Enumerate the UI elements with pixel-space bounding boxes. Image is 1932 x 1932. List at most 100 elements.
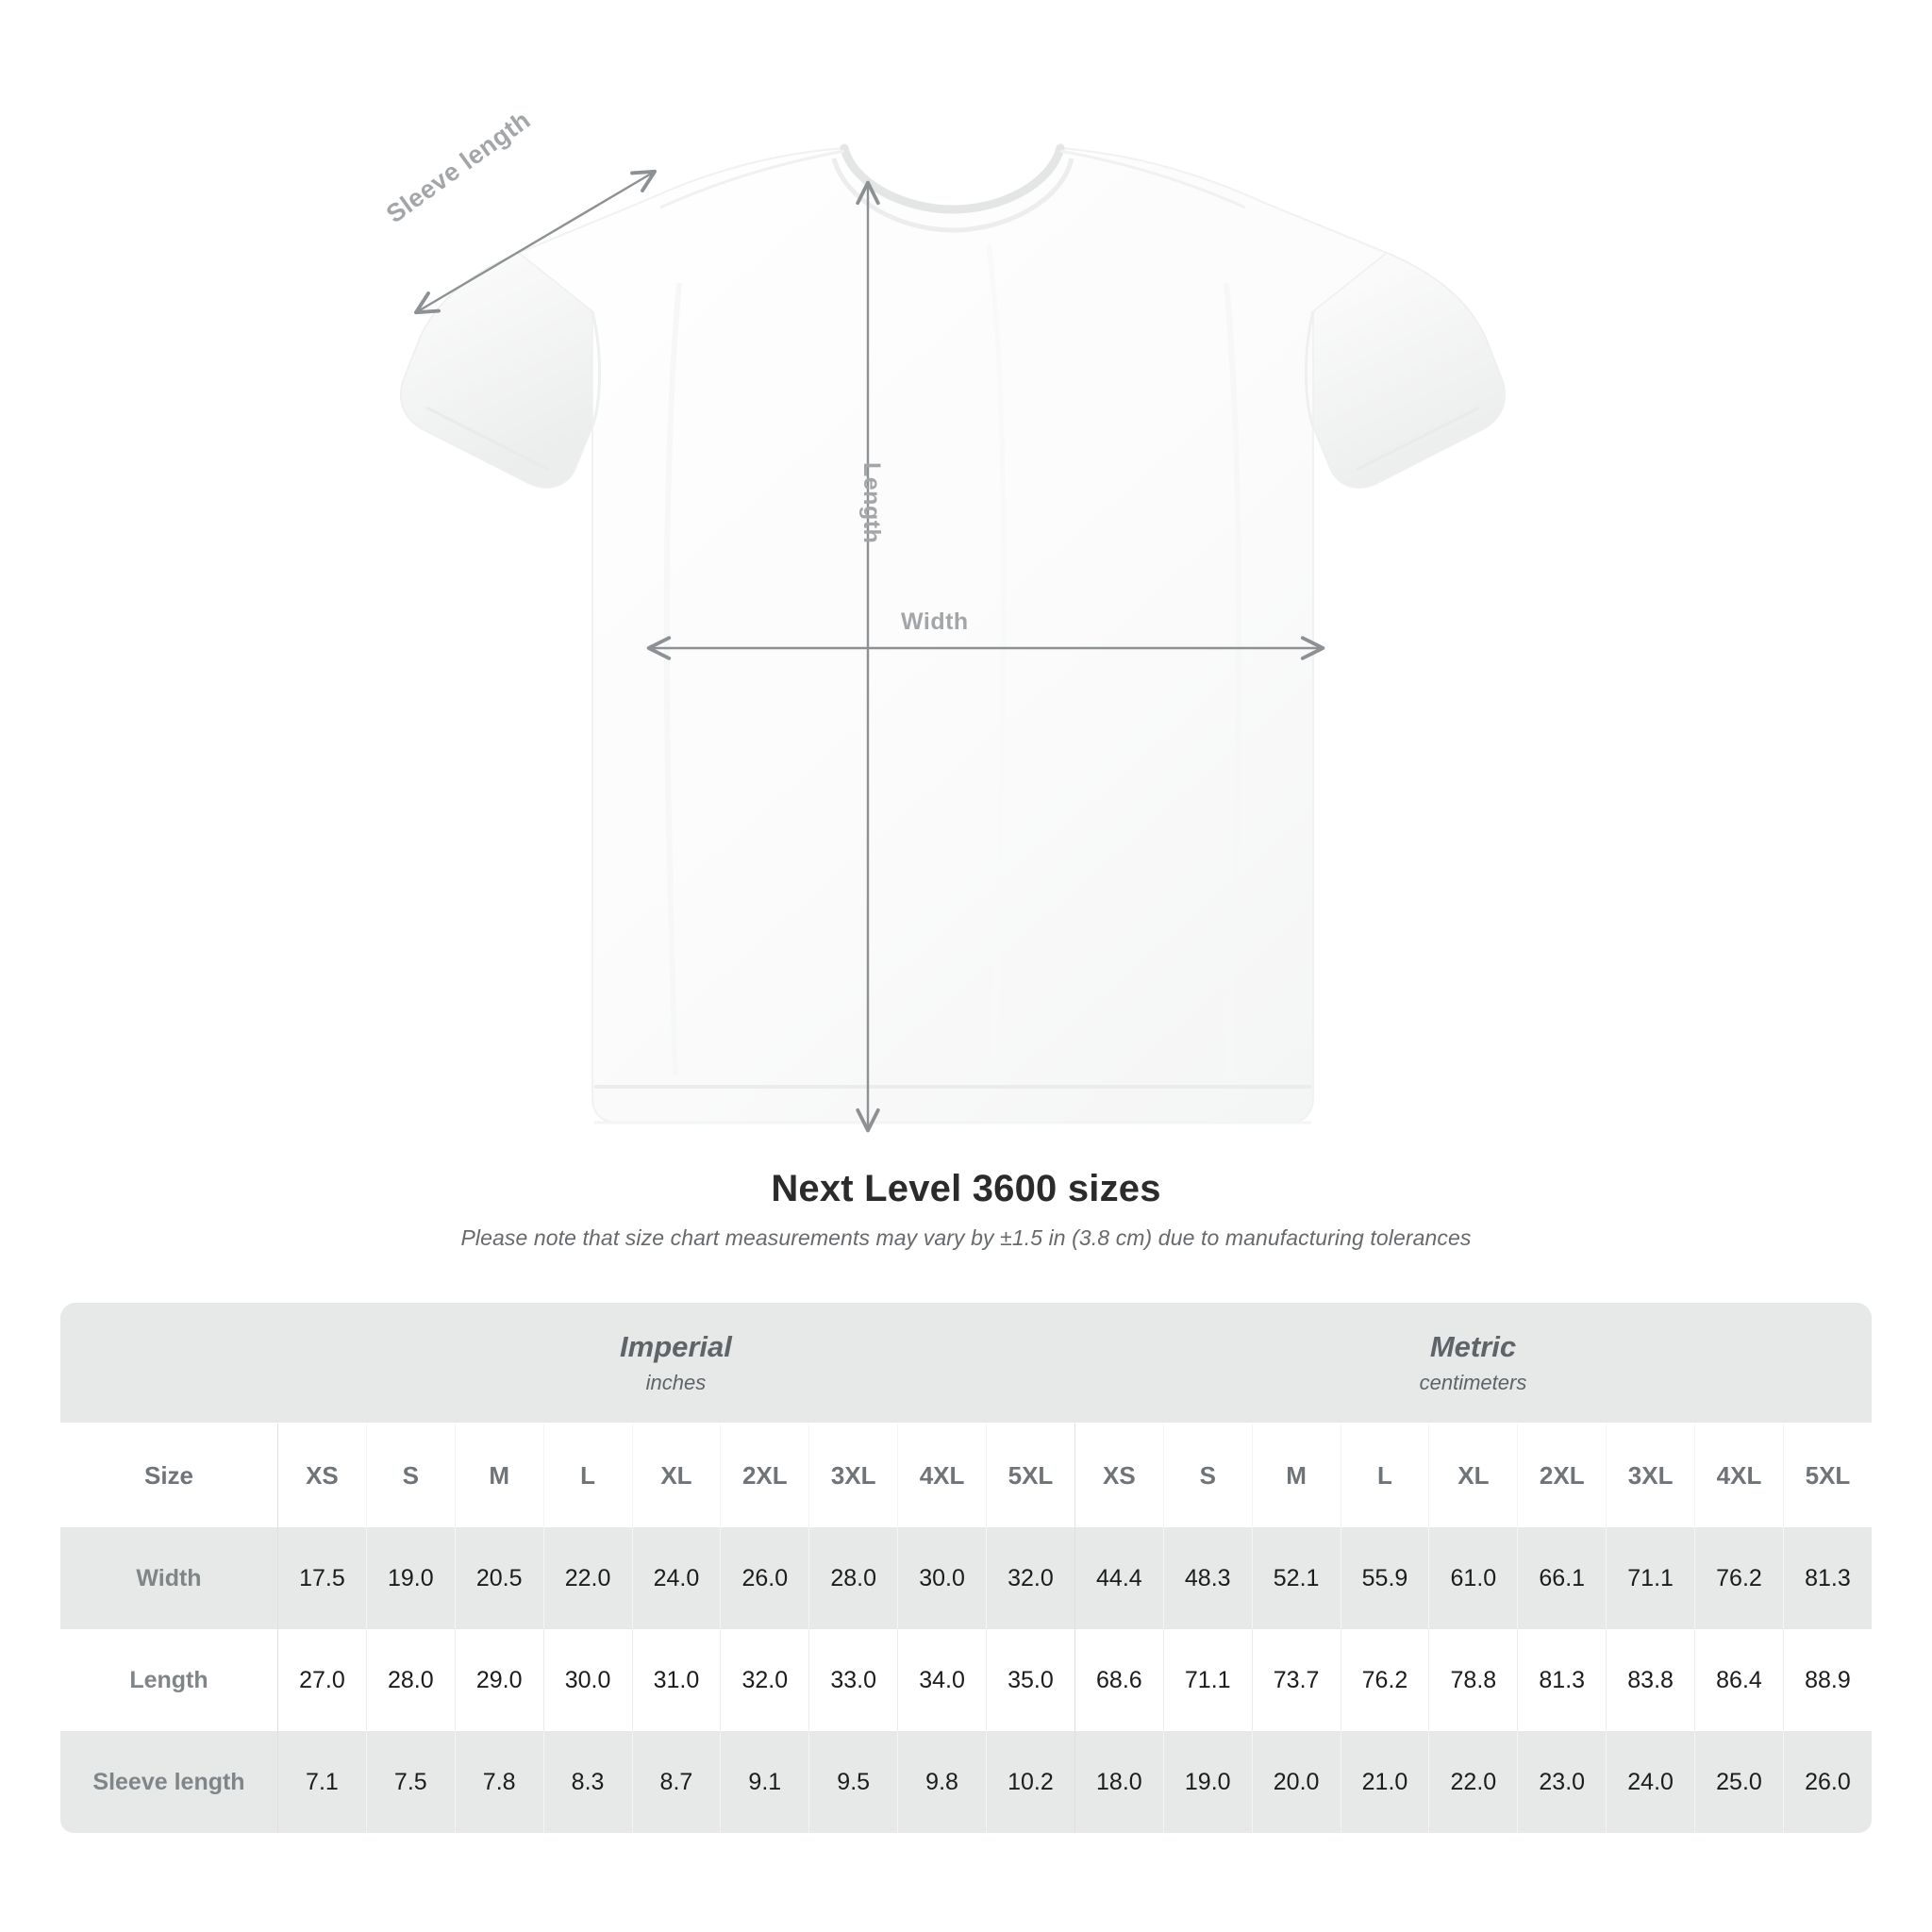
size-header-cell: L [1340,1424,1429,1527]
left-sleeve-hem [425,406,550,472]
size-header-cell: M [454,1424,543,1527]
measurement-cell: 25.0 [1694,1731,1783,1833]
size-header-cell: 4XL [1694,1424,1783,1527]
table-row: Sleeve length 7.1 7.5 7.8 8.3 8.7 9.1 9.5 9.8 10.… [60,1731,1872,1833]
measurement-cell: 32.0 [720,1629,809,1731]
tolerance-note: Please note that size chart measurements… [460,1225,1472,1250]
measurement-cell: 30.0 [897,1527,986,1629]
size-header-cell: 2XL [1517,1424,1607,1527]
title-block: Next Level 3600 sizes Please note that s… [0,1168,1932,1251]
left-shoulder-seam [659,149,845,209]
measurement-cell: 73.7 [1251,1629,1341,1731]
measurement-cell: 30.0 [542,1629,632,1731]
size-row-label: Size [60,1424,277,1527]
size-header-cell: 2XL [720,1424,809,1527]
tshirt-illustration [399,143,1507,1133]
measurement-cell: 24.0 [1606,1731,1695,1833]
size-header-cell: XS [277,1424,366,1527]
page-title: Next Level 3600 sizes [771,1168,1161,1209]
measurement-cell: 26.0 [1782,1731,1872,1833]
measurement-cell: 81.3 [1782,1527,1872,1629]
measurement-cell: 8.3 [542,1731,632,1833]
size-table-container: Imperial inches Metric centimeters Size XS S M L… [60,1303,1872,1833]
row-label-length: Length [60,1629,277,1731]
collar-rib [840,143,1065,214]
measurement-cell: 35.0 [986,1629,1074,1731]
size-header-cell: 4XL [897,1424,986,1527]
measurement-cell: 21.0 [1340,1731,1429,1833]
measurement-cell: 31.0 [631,1629,721,1731]
size-header-cell: S [365,1424,455,1527]
measurement-cell: 34.0 [897,1629,986,1731]
unit-subtitle: inches [645,1371,707,1394]
unit-subtitle: centimeters [1419,1371,1527,1394]
measurement-cell: 9.5 [808,1731,898,1833]
measurement-cell: 9.8 [897,1731,986,1833]
size-header-cell: S [1162,1424,1252,1527]
measurement-cell: 20.5 [454,1527,543,1629]
measurement-cell: 19.0 [1162,1731,1252,1833]
fabric-fold [986,244,1007,1058]
row-label-sleeve-length: Sleeve length [60,1731,277,1833]
measurement-cell: 8.7 [631,1731,721,1833]
length-annotation: Length [858,462,885,544]
width-annotation: Width [901,608,969,635]
measurement-cell: 55.9 [1340,1527,1429,1629]
measurement-cell: 18.0 [1074,1731,1163,1833]
unit-name: Imperial [620,1330,732,1363]
right-shoulder-seam [1059,149,1246,209]
size-header-cell: 3XL [808,1424,898,1527]
measurement-cell: 7.5 [365,1731,455,1833]
left-armhole-seam [591,310,602,427]
table-row: Length 27.0 28.0 29.0 30.0 31.0 32.0 33.0 34.0 35… [60,1629,1872,1731]
measurement-cell: 66.1 [1517,1527,1607,1629]
measurement-cell: 9.1 [720,1731,809,1833]
measurement-cell: 20.0 [1251,1731,1341,1833]
size-header-cell: L [542,1424,632,1527]
measurement-cell: 17.5 [277,1527,366,1629]
measurement-cell: 32.0 [986,1527,1074,1629]
measurement-cell: 86.4 [1694,1629,1783,1731]
size-header-cell: 5XL [1782,1424,1872,1527]
measurement-cell: 28.0 [365,1629,455,1731]
measurement-cell: 33.0 [808,1629,898,1731]
measurement-cell: 71.1 [1606,1527,1695,1629]
measurement-cell: 24.0 [631,1527,721,1629]
measurement-cell: 7.8 [454,1731,543,1833]
unit-header-imperial: Imperial inches [277,1303,1074,1424]
unit-header-row: Imperial inches Metric centimeters [60,1303,1872,1424]
measurement-cell: 10.2 [986,1731,1074,1833]
size-header-cell: XS [1074,1424,1163,1527]
right-armhole-seam [1304,310,1315,427]
measurement-cell: 71.1 [1162,1629,1252,1731]
unit-header-spacer [60,1303,277,1424]
measurement-cell: 68.6 [1074,1629,1163,1731]
tshirt-right-sleeve [1312,252,1506,489]
unit-name: Metric [1429,1330,1517,1363]
sleeve-length-arrow [414,169,657,315]
measurement-cell: 76.2 [1340,1629,1429,1731]
measurement-cell: 78.8 [1428,1629,1518,1731]
size-header-cell: 3XL [1606,1424,1695,1527]
measurement-cell: 22.0 [1428,1731,1518,1833]
measurement-cell: 48.3 [1162,1527,1252,1629]
measurement-cell: 81.3 [1517,1629,1607,1731]
measurement-cell: 52.1 [1251,1527,1341,1629]
measurement-cell: 22.0 [542,1527,632,1629]
size-header-row: Size XS S M L XL 2XL 3XL 4XL 5XL XS S M L XL 2XL 3XL 4XL 5… [60,1424,1872,1527]
size-header-cell: 5XL [986,1424,1074,1527]
measurement-cell: 26.0 [720,1527,809,1629]
measurement-cell: 88.9 [1782,1629,1872,1731]
measurement-cell: 76.2 [1694,1527,1783,1629]
size-header-cell: XL [631,1424,721,1527]
right-sleeve-hem [1356,406,1480,472]
row-label-width: Width [60,1527,277,1629]
tshirt-diagram: Sleeve length Length Width [381,106,1507,1133]
measurement-cell: 83.8 [1606,1629,1695,1731]
table-row: Width 17.5 19.0 20.5 22.0 24.0 26.0 28.0 30.0 32.… [60,1527,1872,1629]
unit-header-metric: Metric centimeters [1074,1303,1872,1424]
measurement-cell: 44.4 [1074,1527,1163,1629]
size-chart-table: Imperial inches Metric centimeters Size XS S M L… [60,1303,1872,1833]
measurement-cell: 19.0 [365,1527,455,1629]
measurement-cell: 27.0 [277,1629,366,1731]
